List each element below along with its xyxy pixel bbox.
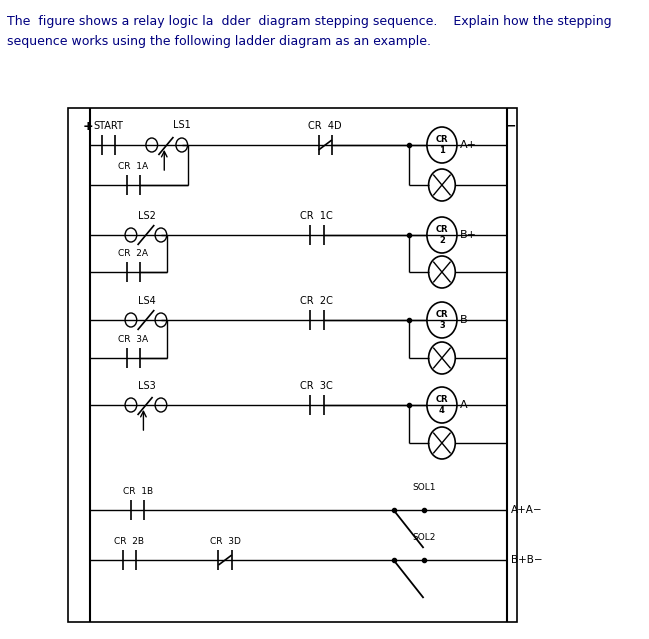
Text: CR
1: CR 1 xyxy=(435,135,448,155)
Text: CR  2B: CR 2B xyxy=(114,537,144,546)
Text: LS2: LS2 xyxy=(138,211,156,221)
Text: CR  1C: CR 1C xyxy=(300,211,333,221)
Text: CR  2C: CR 2C xyxy=(300,296,334,306)
Text: CR
3: CR 3 xyxy=(435,311,448,330)
Text: CR
4: CR 4 xyxy=(435,396,448,415)
Text: START: START xyxy=(93,121,123,131)
Text: CR  3A: CR 3A xyxy=(118,335,149,344)
Text: CR  3C: CR 3C xyxy=(300,381,333,391)
Text: B+B−: B+B− xyxy=(511,555,543,565)
Text: SOL2: SOL2 xyxy=(413,533,436,542)
Text: CR  1B: CR 1B xyxy=(123,487,153,496)
Text: sequence works using the following ladder diagram as an example.: sequence works using the following ladde… xyxy=(6,35,431,48)
Text: B-: B- xyxy=(460,315,472,325)
Text: CR  1A: CR 1A xyxy=(118,162,149,171)
Text: The  figure shows a relay logic la  dder  diagram stepping sequence.    Explain : The figure shows a relay logic la dder d… xyxy=(6,15,611,28)
Text: A+: A+ xyxy=(460,140,477,150)
Text: LS4: LS4 xyxy=(138,296,155,306)
Text: +: + xyxy=(83,119,93,132)
Text: −: − xyxy=(506,119,517,132)
Text: A+A−: A+A− xyxy=(511,505,543,515)
Text: SOL1: SOL1 xyxy=(413,483,436,492)
Text: A-: A- xyxy=(460,400,472,410)
Text: B+: B+ xyxy=(460,230,477,240)
Text: CR  3D: CR 3D xyxy=(210,537,241,546)
Text: LS3: LS3 xyxy=(138,381,155,391)
Text: LS1: LS1 xyxy=(173,120,191,130)
Text: CR  2A: CR 2A xyxy=(118,249,149,258)
Text: CR  4D: CR 4D xyxy=(308,121,342,131)
Text: CR
2: CR 2 xyxy=(435,226,448,245)
Bar xyxy=(68,108,517,622)
